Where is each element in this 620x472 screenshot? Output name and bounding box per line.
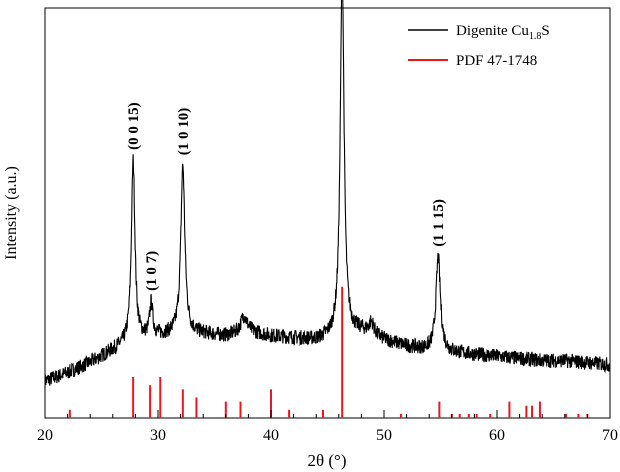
x-tick-label: 30 [150,427,166,444]
legend-label-digenite-sub: 1.8 [529,31,542,42]
legend-label-digenite-main: Digenite Cu [456,23,529,39]
x-tick-label: 50 [376,427,392,444]
x-tick-label: 60 [489,427,505,444]
peak-labels: (0 0 15)(1 0 7)(1 0 10)(0 1 20)(1 1 15) [126,102,447,291]
x-axis-label: 2θ (°) [307,451,346,470]
plot-frame [44,7,611,419]
peak-label: (1 0 10) [176,108,192,156]
x-tick-label: 20 [37,427,53,444]
reference-sticks [68,286,589,418]
series-line-digenite [44,0,611,389]
x-tick-label: 40 [263,427,279,444]
peak-label: (1 0 7) [144,251,160,291]
legend: Digenite Cu1.8S PDF 47-1748 [408,23,550,69]
legend-label-digenite-tail: S [541,23,549,39]
legend-label-digenite: Digenite Cu1.8S [456,23,550,42]
peak-label: (0 0 15) [126,102,142,150]
x-axis-ticks: 20 30 40 50 60 70 [37,410,618,444]
y-axis-label: Intensity (a.u.) [3,166,20,260]
peak-label: (1 1 15) [431,199,447,247]
legend-label-pdf: PDF 47-1748 [456,53,537,69]
x-tick-label: 70 [602,427,618,444]
